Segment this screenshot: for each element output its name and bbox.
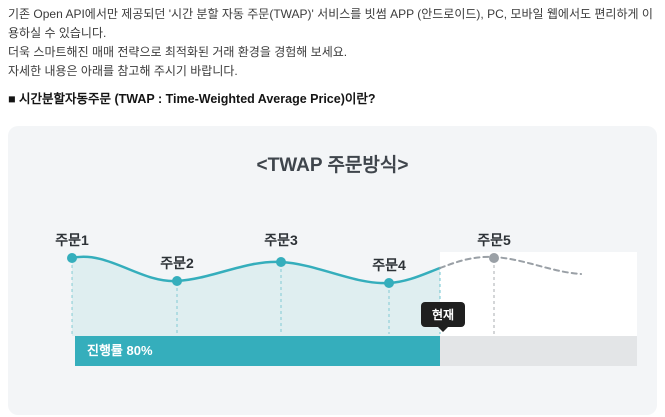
progress-bar-fill: 진행률 80% xyxy=(75,336,440,366)
progress-bar-track: 진행률 80% xyxy=(75,336,637,366)
order2-label: 주문2 xyxy=(160,255,194,271)
current-marker-label: 현재 xyxy=(432,308,455,322)
intro-line-3: 자세한 내용은 아래를 참고해 주시기 바랍니다. xyxy=(8,64,238,78)
order1-label: 주문1 xyxy=(55,232,89,248)
figure-title: <TWAP 주문방식> xyxy=(256,155,409,176)
intro-line-1: 기존 Open API에서만 제공되던 '시간 분할 자동 주문(TWAP)' … xyxy=(8,7,653,40)
current-marker-badge: 현재 xyxy=(421,302,466,332)
order1-dot xyxy=(67,253,77,263)
section-heading: ■ 시간분할자동주문 (TWAP : Time-Weighted Average… xyxy=(8,92,376,106)
order3-label: 주문3 xyxy=(264,232,298,248)
order2-dot xyxy=(172,276,182,286)
future-region xyxy=(440,252,637,336)
executed-area-fill xyxy=(72,256,440,336)
order5-dot xyxy=(489,253,499,263)
order4-label: 주문4 xyxy=(372,257,406,273)
current-marker-pointer-icon xyxy=(438,327,449,337)
order3-dot xyxy=(276,257,286,267)
intro-text: 기존 Open API에서만 제공되던 '시간 분할 자동 주문(TWAP)' … xyxy=(8,5,659,81)
order5-label: 주문5 xyxy=(477,232,511,248)
intro-line-2: 더욱 스마트해진 매매 전략으로 최적화된 거래 환경을 경험해 보세요. xyxy=(8,45,348,59)
progress-label: 진행률 80% xyxy=(87,343,153,358)
order4-dot xyxy=(384,278,394,288)
